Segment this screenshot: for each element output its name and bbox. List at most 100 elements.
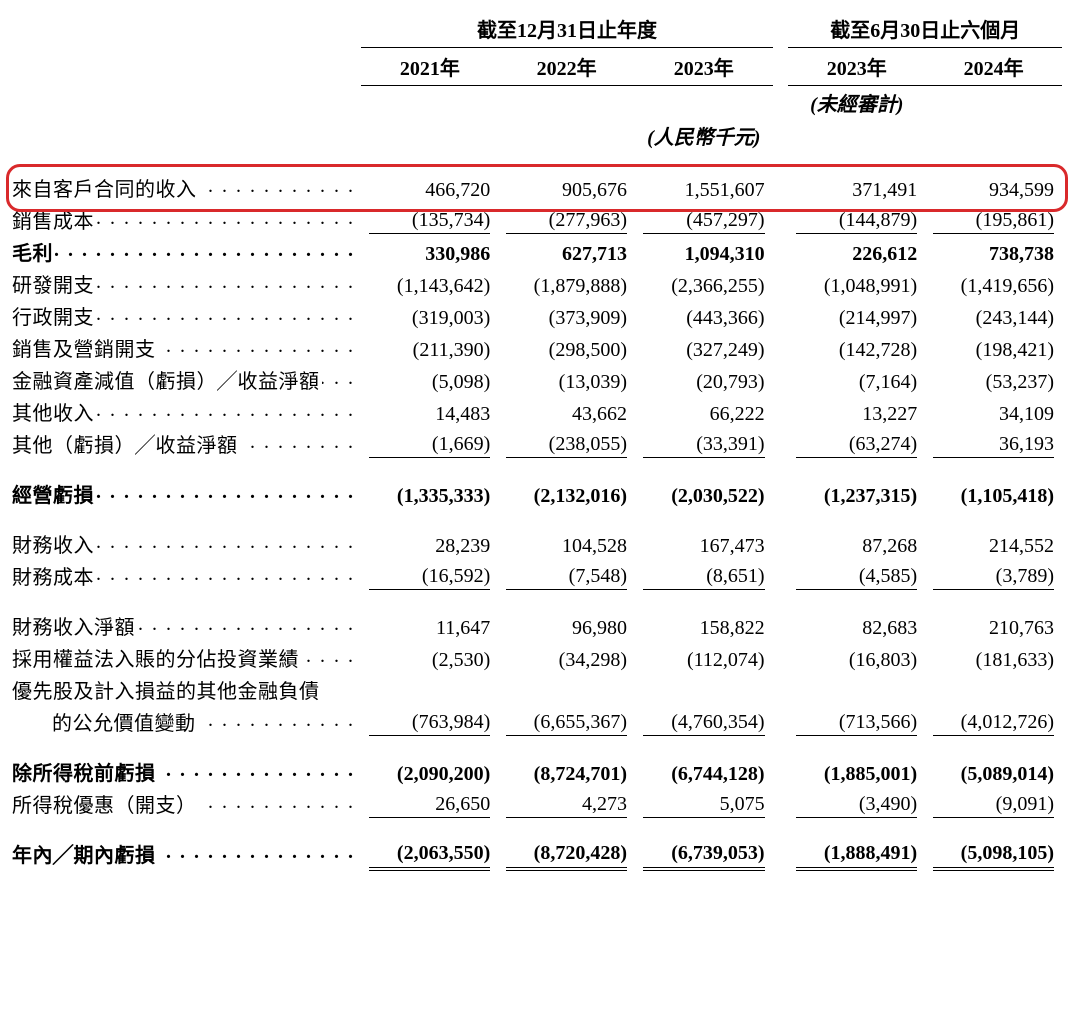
cell-value: (6,739,053) <box>635 836 773 868</box>
cell-value: (1,879,888) <box>498 266 635 298</box>
cell-value: 1,551,607 <box>635 170 773 202</box>
row-label: 研發開支 <box>12 269 96 298</box>
table-row: 所得稅優惠（開支）26,6504,2735,075(3,490)(9,091) <box>12 786 1062 818</box>
row-label: 優先股及計入損益的其他金融負債 <box>12 675 322 704</box>
row-label: 年內╱期內虧損 <box>12 839 158 868</box>
header-interim-2024: 2024年 <box>925 48 1062 86</box>
cell-value: 226,612 <box>788 234 925 266</box>
cell-value: 14,483 <box>361 394 498 426</box>
cell-value: (13,039) <box>498 362 635 394</box>
cell-value: (8,724,701) <box>498 754 635 786</box>
table-row: 年內╱期內虧損(2,063,550)(8,720,428)(6,739,053)… <box>12 836 1062 868</box>
cell-value: 11,647 <box>361 608 498 640</box>
cell-value: (1,419,656) <box>925 266 1062 298</box>
table-row: 金融資產減值（虧損）╱收益淨額(5,098)(13,039)(20,793)(7… <box>12 362 1062 394</box>
row-label: 銷售及營銷開支 <box>12 333 158 362</box>
cell-value: (8,720,428) <box>498 836 635 868</box>
cell-value: (214,997) <box>788 298 925 330</box>
table-row: 的公允價值變動(763,984)(6,655,367)(4,760,354)(7… <box>12 704 1062 736</box>
cell-value: (33,391) <box>635 426 773 458</box>
cell-value: (2,530) <box>361 640 498 672</box>
cell-value: (1,143,642) <box>361 266 498 298</box>
cell-value: 96,980 <box>498 608 635 640</box>
row-label: 採用權益法入賬的分佔投資業績 <box>12 643 301 672</box>
cell-value: 371,491 <box>788 170 925 202</box>
header-interim-2023: 2023年 <box>788 48 925 86</box>
row-label: 除所得稅前虧損 <box>12 757 158 786</box>
header-currency-note: (人民幣千元) <box>635 119 773 152</box>
row-label: 財務成本 <box>12 561 96 590</box>
header-annual-spanner: 截至12月31日止年度 <box>361 10 772 48</box>
cell-value: (319,003) <box>361 298 498 330</box>
cell-value: (277,963) <box>498 202 635 234</box>
cell-value: 627,713 <box>498 234 635 266</box>
cell-value: (3,490) <box>788 786 925 818</box>
cell-value: (198,421) <box>925 330 1062 362</box>
cell-value: 167,473 <box>635 526 773 558</box>
header-year-2022: 2022年 <box>498 48 635 86</box>
cell-value: (53,237) <box>925 362 1062 394</box>
cell-value: 43,662 <box>498 394 635 426</box>
cell-value: 1,094,310 <box>635 234 773 266</box>
cell-value: (144,879) <box>788 202 925 234</box>
cell-value <box>498 672 635 704</box>
cell-value: (16,592) <box>361 558 498 590</box>
financial-statements-table: 截至12月31日止年度 截至6月30日止六個月 2021年 2022年 2023… <box>12 10 1062 868</box>
cell-value: (5,089,014) <box>925 754 1062 786</box>
cell-value: 34,109 <box>925 394 1062 426</box>
table-row: 採用權益法入賬的分佔投資業績(2,530)(34,298)(112,074)(1… <box>12 640 1062 672</box>
cell-value: (16,803) <box>788 640 925 672</box>
header-year-2023: 2023年 <box>635 48 773 86</box>
row-label: 銷售成本 <box>12 205 96 234</box>
cell-value: (211,390) <box>361 330 498 362</box>
table-row: 除所得稅前虧損(2,090,200)(8,724,701)(6,744,128)… <box>12 754 1062 786</box>
cell-value: (243,144) <box>925 298 1062 330</box>
row-label: 所得稅優惠（開支） <box>12 789 199 818</box>
cell-value: 210,763 <box>925 608 1062 640</box>
cell-value: (2,132,016) <box>498 476 635 508</box>
cell-value: (34,298) <box>498 640 635 672</box>
cell-value: 28,239 <box>361 526 498 558</box>
cell-value: (1,669) <box>361 426 498 458</box>
cell-value: (181,633) <box>925 640 1062 672</box>
cell-value <box>925 672 1062 704</box>
row-label: 財務收入 <box>12 529 96 558</box>
table-row: 經營虧損(1,335,333)(2,132,016)(2,030,522)(1,… <box>12 476 1062 508</box>
row-label: 金融資產減值（虧損）╱收益淨額 <box>12 365 322 394</box>
header-year-2021: 2021年 <box>361 48 498 86</box>
financial-table-container: 截至12月31日止年度 截至6月30日止六個月 2021年 2022年 2023… <box>12 10 1062 868</box>
header-unaudited-note: (未經審計) <box>788 86 925 120</box>
row-label: 經營虧損 <box>12 479 96 508</box>
cell-value: (1,888,491) <box>788 836 925 868</box>
cell-value: (298,500) <box>498 330 635 362</box>
cell-value: 36,193 <box>925 426 1062 458</box>
row-label: 的公允價值變動 <box>12 707 198 736</box>
row-label: 其他收入 <box>12 397 96 426</box>
table-row: 研發開支 (1,143,642)(1,879,888)(2,366,255) (1,… <box>12 266 1062 298</box>
table-row: 銷售成本(135,734)(277,963)(457,297)(144,879)… <box>12 202 1062 234</box>
cell-value <box>635 672 773 704</box>
cell-value: 26,650 <box>361 786 498 818</box>
table-row: 來自客戶合同的收入466,720905,6761,551,607371,4919… <box>12 170 1062 202</box>
table-row: 其他收入14,48343,66266,22213,22734,109 <box>12 394 1062 426</box>
cell-value: (7,548) <box>498 558 635 590</box>
cell-value: (2,366,255) <box>635 266 773 298</box>
cell-value: (6,744,128) <box>635 754 773 786</box>
cell-value: (373,909) <box>498 298 635 330</box>
cell-value: (9,091) <box>925 786 1062 818</box>
cell-value: (1,237,315) <box>788 476 925 508</box>
table-body: 來自客戶合同的收入466,720905,6761,551,607371,4919… <box>12 170 1062 868</box>
cell-value: 66,222 <box>635 394 773 426</box>
table-row: 財務收入28,239104,528167,47387,268214,552 <box>12 526 1062 558</box>
table-row: 銷售及營銷開支(211,390)(298,500)(327,249)(142,7… <box>12 330 1062 362</box>
cell-value: (63,274) <box>788 426 925 458</box>
cell-value: (6,655,367) <box>498 704 635 736</box>
cell-value: (5,098,105) <box>925 836 1062 868</box>
cell-value: (4,760,354) <box>635 704 773 736</box>
row-label: 其他（虧損）╱收益淨額 <box>12 429 240 458</box>
cell-value: (3,789) <box>925 558 1062 590</box>
table-row: 財務成本(16,592)(7,548)(8,651)(4,585)(3,789) <box>12 558 1062 590</box>
row-label: 行政開支 <box>12 301 96 330</box>
table-row: 優先股及計入損益的其他金融負債 <box>12 672 1062 704</box>
cell-value: 82,683 <box>788 608 925 640</box>
